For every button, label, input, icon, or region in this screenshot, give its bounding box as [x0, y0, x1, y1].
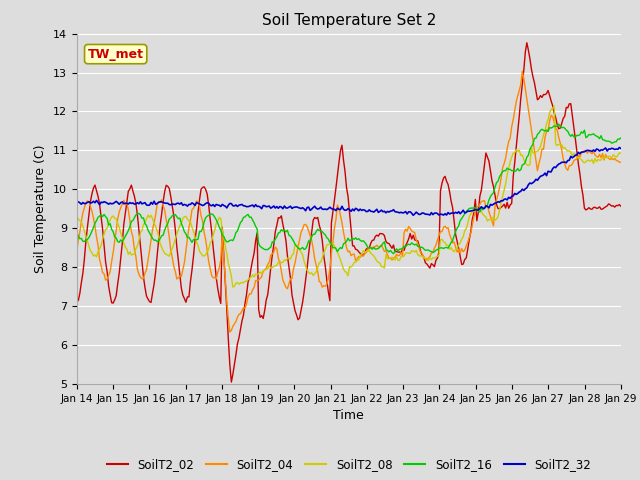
SoilT2_04	[140, 276, 147, 281]
SoilT2_32	[262, 204, 270, 210]
SoilT2_08	[229, 284, 237, 290]
SoilT2_04	[617, 159, 625, 165]
SoilT2_16	[235, 224, 243, 229]
SoilT2_02	[228, 379, 236, 385]
SoilT2_32	[311, 204, 319, 209]
SoilT2_04	[237, 311, 244, 316]
SoilT2_04	[589, 149, 597, 155]
SoilT2_16	[617, 135, 625, 141]
SoilT2_04	[255, 277, 262, 283]
SoilT2_04	[518, 69, 526, 74]
SoilT2_16	[253, 226, 261, 232]
SoilT2_32	[140, 201, 147, 206]
SoilT2_04	[312, 263, 320, 268]
SoilT2_32	[616, 144, 623, 150]
SoilT2_16	[311, 231, 319, 237]
SoilT2_08	[264, 266, 271, 272]
SoilT2_32	[617, 145, 625, 151]
Line: SoilT2_04: SoilT2_04	[77, 72, 621, 332]
Line: SoilT2_02: SoilT2_02	[77, 43, 621, 382]
SoilT2_02	[237, 326, 244, 332]
SoilT2_32	[235, 203, 243, 208]
SoilT2_02	[264, 292, 271, 298]
Y-axis label: Soil Temperature (C): Soil Temperature (C)	[35, 144, 47, 273]
SoilT2_16	[262, 247, 270, 252]
SoilT2_08	[140, 222, 147, 228]
SoilT2_02	[255, 306, 262, 312]
Line: SoilT2_08: SoilT2_08	[77, 106, 621, 287]
SoilT2_08	[617, 150, 625, 156]
Line: SoilT2_16: SoilT2_16	[77, 124, 621, 254]
SoilT2_08	[550, 103, 558, 108]
SoilT2_08	[255, 271, 262, 276]
SoilT2_04	[73, 248, 81, 254]
SoilT2_32	[253, 204, 261, 209]
SoilT2_02	[140, 274, 147, 280]
SoilT2_04	[226, 329, 234, 335]
SoilT2_04	[264, 262, 271, 267]
SoilT2_16	[555, 121, 563, 127]
SoilT2_02	[312, 216, 320, 221]
Legend: SoilT2_02, SoilT2_04, SoilT2_08, SoilT2_16, SoilT2_32: SoilT2_02, SoilT2_04, SoilT2_08, SoilT2_…	[102, 454, 596, 476]
SoilT2_02	[73, 299, 81, 304]
SoilT2_16	[73, 230, 81, 236]
SoilT2_32	[588, 148, 596, 154]
Text: TW_met: TW_met	[88, 48, 144, 60]
SoilT2_02	[589, 204, 597, 210]
SoilT2_16	[390, 251, 397, 257]
SoilT2_16	[589, 131, 597, 137]
SoilT2_02	[617, 204, 625, 209]
SoilT2_32	[73, 199, 81, 205]
SoilT2_08	[589, 161, 597, 167]
SoilT2_02	[523, 40, 531, 46]
X-axis label: Time: Time	[333, 409, 364, 422]
Title: Soil Temperature Set 2: Soil Temperature Set 2	[262, 13, 436, 28]
Line: SoilT2_32: SoilT2_32	[77, 147, 621, 216]
SoilT2_16	[140, 215, 147, 221]
SoilT2_32	[410, 213, 417, 218]
SoilT2_08	[312, 269, 320, 275]
SoilT2_08	[73, 213, 81, 219]
SoilT2_08	[237, 280, 244, 286]
